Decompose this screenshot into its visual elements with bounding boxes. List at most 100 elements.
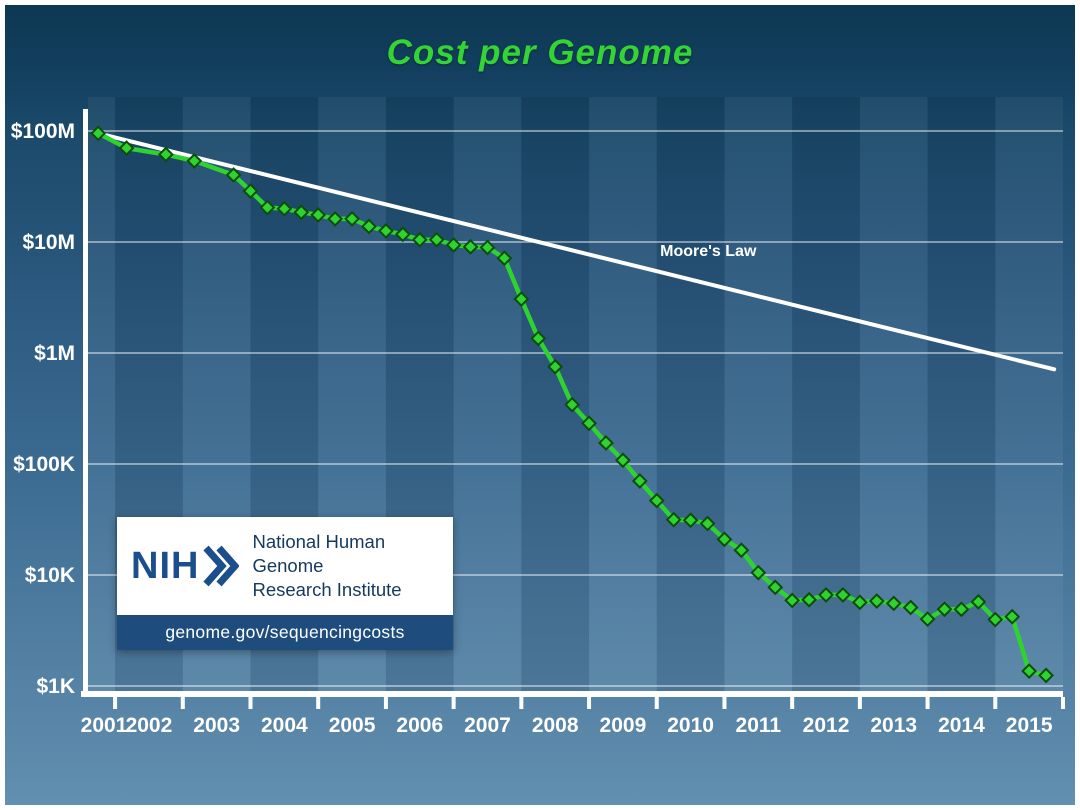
y-axis-label: $10M (22, 231, 75, 254)
year-band (453, 97, 522, 691)
cost-marker (394, 226, 411, 243)
year-band (88, 97, 116, 691)
cost-marker (310, 207, 327, 223)
y-axis-label: $1M (34, 342, 75, 365)
x-axis-label: 2009 (600, 714, 647, 737)
cost-marker (1038, 667, 1054, 684)
year-band (589, 97, 657, 691)
x-axis-tick (857, 697, 862, 709)
x-axis-label: 2011 (736, 714, 782, 737)
y-axis-label: $1K (36, 675, 75, 698)
cost-marker (801, 591, 818, 608)
cost-marker (699, 515, 716, 532)
nih-logo: NIH (131, 543, 240, 589)
genome-url: genome.gov/sequencingcosts (117, 615, 453, 651)
x-axis-tick (1061, 697, 1065, 709)
cost-marker (530, 330, 547, 347)
cost-marker (716, 531, 733, 548)
cost-marker (118, 140, 135, 156)
cost-marker (767, 579, 784, 596)
cost-marker (902, 599, 919, 616)
x-axis-label: 2004 (261, 714, 308, 737)
cost-marker (1021, 663, 1038, 679)
x-axis-label: 2010 (667, 714, 714, 737)
cost-marker (818, 586, 834, 603)
x-axis-label: 2003 (193, 714, 240, 737)
cost-marker (428, 231, 445, 248)
org-name-line2: Research Institute (252, 579, 402, 601)
nih-logo-panel: NIH National Human Genome Research Insti… (117, 517, 453, 616)
x-axis-label: 2012 (803, 714, 850, 737)
year-band (521, 97, 590, 691)
cost-marker (835, 586, 851, 603)
x-axis-tick (925, 697, 930, 709)
x-axis-tick (451, 697, 456, 709)
cost-marker (479, 239, 496, 256)
x-axis-label: 2008 (532, 714, 579, 737)
x-axis-tick (383, 697, 388, 709)
cost-marker (564, 396, 581, 413)
nih-acronym: NIH (131, 545, 200, 588)
x-axis-tick (180, 697, 185, 709)
x-axis-label: 2001 (81, 714, 128, 737)
year-band (995, 97, 1063, 691)
cost-marker (496, 250, 513, 267)
cost-marker (225, 167, 242, 183)
cost-marker (598, 435, 614, 451)
x-axis-tick (993, 697, 998, 709)
y-axis-label: $100K (13, 453, 75, 476)
x-axis-label: 2005 (329, 714, 376, 737)
cost-marker (936, 601, 953, 618)
cost-marker (344, 210, 360, 227)
cost-marker (631, 473, 648, 489)
cost-marker (750, 564, 767, 581)
cost-marker (411, 231, 428, 248)
year-band (927, 97, 996, 691)
cost-marker (987, 611, 1004, 628)
cost-marker (614, 452, 631, 469)
cost-marker (953, 601, 970, 618)
chart-title: Cost per Genome (386, 33, 694, 72)
cost-marker (378, 222, 394, 239)
x-axis-label: 2013 (870, 714, 917, 737)
x-axis-label: 2006 (396, 714, 443, 737)
cost-marker (361, 218, 377, 235)
x-axis-label: 2002 (126, 714, 173, 737)
cost-marker (581, 415, 597, 432)
y-axis-label: $100M (11, 120, 75, 143)
moores-law-label: Moore's Law (660, 243, 757, 260)
cost-marker (293, 204, 310, 221)
x-axis-tick (316, 697, 321, 709)
cost-marker (1004, 608, 1021, 625)
cost-marker (445, 237, 462, 253)
x-axis-tick (654, 697, 659, 709)
cost-marker (784, 592, 801, 609)
cost-marker (327, 210, 344, 227)
cost-marker (547, 358, 564, 375)
cost-marker (919, 611, 936, 627)
cost-marker (157, 146, 174, 163)
moores-law-line (96, 131, 1057, 372)
x-axis-label: 2007 (464, 714, 511, 737)
cost-marker (682, 512, 699, 529)
y-axis-line (83, 109, 88, 695)
nih-logo-box: NIH National Human Genome Research Insti… (117, 517, 453, 651)
cost-marker (186, 153, 203, 169)
x-axis-tick (722, 697, 727, 709)
x-axis-tick (113, 697, 118, 709)
cost-marker (885, 595, 902, 612)
org-name-line1: National Human Genome (252, 531, 386, 577)
cost-marker (733, 542, 750, 559)
cost-marker (970, 593, 987, 610)
x-axis-tick (790, 697, 795, 709)
cost-marker (259, 199, 276, 216)
cost-marker (665, 511, 682, 528)
cost-marker (242, 183, 259, 199)
org-name: National Human Genome Research Institute (252, 530, 439, 602)
cost-marker (851, 594, 868, 611)
x-axis-line (81, 691, 1063, 697)
x-axis-tick (587, 697, 592, 709)
year-band (656, 97, 725, 691)
cost-marker (868, 593, 885, 609)
